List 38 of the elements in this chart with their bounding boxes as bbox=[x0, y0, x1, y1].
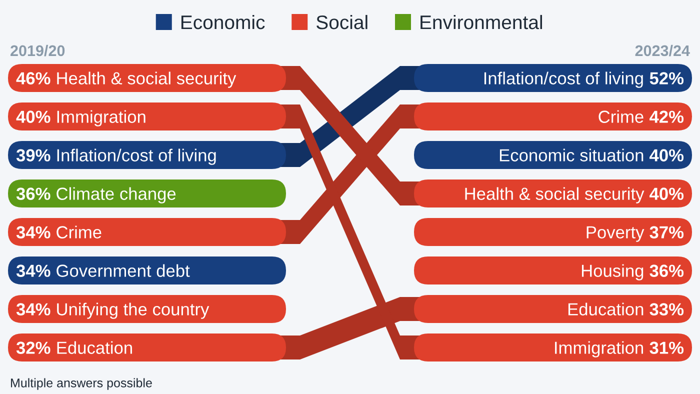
category-label: 2023/24 bbox=[635, 44, 690, 56]
text: Crime bbox=[598, 110, 644, 123]
series-label: Education bbox=[57, 341, 132, 354]
data-label: 40% bbox=[16, 110, 50, 123]
text: Education bbox=[568, 302, 644, 316]
data-label: 36% bbox=[16, 188, 50, 200]
text: Health & social security bbox=[57, 72, 236, 88]
series-label: Crime bbox=[56, 226, 102, 238]
data-label: 36% bbox=[650, 264, 684, 277]
text: Multiple answers possible bbox=[11, 378, 152, 390]
data-label: 46% bbox=[16, 72, 50, 84]
series-label: Inflation/cost of living bbox=[57, 148, 216, 165]
data-label: 52% bbox=[650, 72, 684, 84]
series-label: Climate change bbox=[56, 187, 176, 204]
text: Immigration bbox=[555, 341, 644, 358]
data-label: 34% bbox=[16, 226, 50, 238]
series-label: Economic situation bbox=[500, 148, 644, 162]
series-label: Housing bbox=[582, 264, 644, 280]
data-label: 32% bbox=[16, 342, 50, 354]
category-label: 2019/20 bbox=[10, 44, 65, 56]
data-label: 40% bbox=[650, 149, 684, 162]
data-label: 37% bbox=[650, 226, 684, 238]
data-label: 40% bbox=[650, 188, 684, 200]
data-label: 42% bbox=[650, 110, 684, 123]
series-label: Health & social security bbox=[465, 187, 644, 204]
series-label: Government debt bbox=[56, 264, 190, 277]
data-label: 39% bbox=[16, 149, 50, 162]
data-label: 31% bbox=[650, 342, 684, 354]
text: Inflation/cost of living bbox=[484, 72, 643, 88]
data-label: 33% bbox=[650, 303, 684, 316]
legend-label: Economic bbox=[181, 14, 265, 30]
data-label: 34% bbox=[16, 303, 50, 316]
legend-label: Environmental bbox=[420, 14, 542, 30]
series-label: Unifying the country bbox=[57, 302, 210, 319]
series-label: Immigration bbox=[57, 110, 146, 126]
legend-label: Social bbox=[316, 14, 368, 30]
series-label: Poverty bbox=[586, 226, 644, 242]
data-label: 34% bbox=[16, 264, 50, 277]
